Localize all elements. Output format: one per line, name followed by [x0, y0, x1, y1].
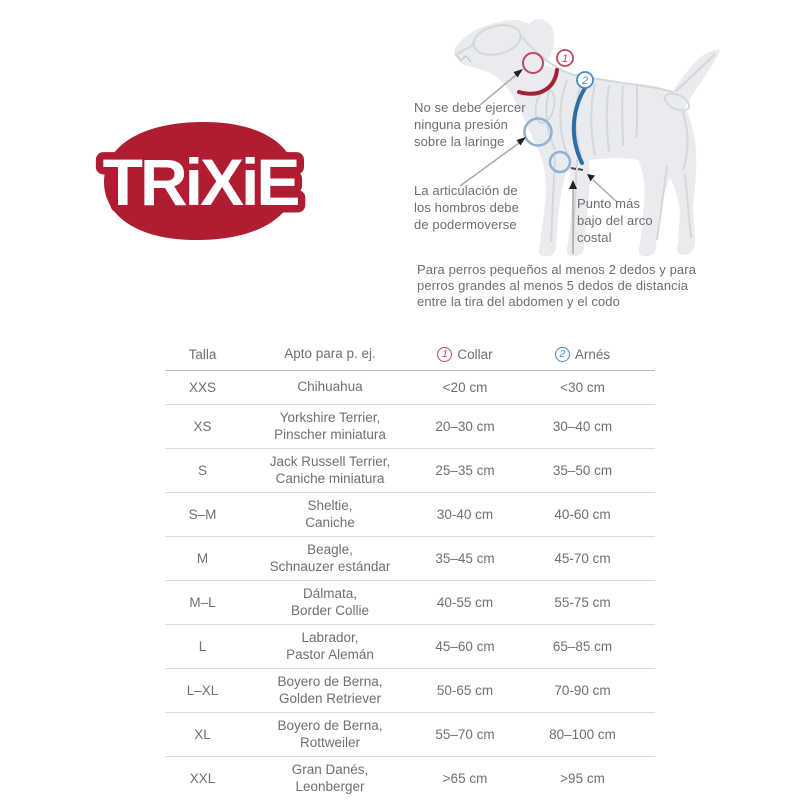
- size-cell: XS: [193, 419, 212, 434]
- size-cell: S: [197, 463, 207, 478]
- trixie-logo: TRiXiE: [95, 121, 309, 241]
- size-cell: XL: [194, 727, 211, 742]
- size-cell: M–L: [189, 595, 216, 610]
- harness-cell: >95 cm: [560, 771, 605, 786]
- harness-cell: <30 cm: [560, 380, 605, 395]
- harness-cell: 55-75 cm: [554, 595, 611, 610]
- breeds-cell: Gran Danés, Leonberger: [291, 762, 369, 794]
- size-cell: L: [198, 639, 207, 654]
- fit-note: Para perros pequeños al menos 2 dedos y …: [417, 262, 697, 309]
- annotation-ribcage: Punto más bajo del arco costal: [577, 196, 653, 245]
- breeds-cell: Boyero de Berna, Rottweiler: [277, 718, 383, 750]
- belly-strap-mark: [570, 167, 584, 171]
- harness-cell: 65–85 cm: [552, 639, 613, 654]
- collar-cell: 30-40 cm: [436, 507, 494, 522]
- breeds-cell: Labrador, Pastor Alemán: [286, 630, 374, 662]
- collar-cell: 45–60 cm: [435, 639, 495, 654]
- collar-marker: 1: [556, 49, 574, 67]
- harness-marker: 2: [576, 71, 594, 89]
- breeds-cell: Dálmata, Border Collie: [290, 586, 370, 618]
- table-row: S–M Sheltie, Caniche 30-40 cm 40-60 cm: [165, 493, 655, 537]
- collar-cell: 50-65 cm: [436, 683, 494, 698]
- logo-blob: [104, 121, 296, 241]
- table-row: L–XL Boyero de Berna, Golden Retriever 5…: [165, 669, 655, 713]
- collar-cell: 40-55 cm: [436, 595, 494, 610]
- svg-text:2: 2: [581, 75, 588, 87]
- table-row: XXL Gran Danés, Leonberger >65 cm >95 cm: [165, 757, 655, 800]
- size-cell: XXL: [189, 771, 216, 786]
- size-cell: XXS: [188, 380, 216, 395]
- collar-line: [517, 68, 559, 96]
- header-size: Talla: [188, 346, 217, 362]
- collar-cell: 20–30 cm: [435, 419, 495, 434]
- harness-cell: 70-90 cm: [554, 683, 611, 698]
- annotation-larynx: No se debe ejercer ninguna presión sobre…: [414, 100, 526, 149]
- harness-cell: 35–50 cm: [552, 463, 613, 478]
- table-row: XL Boyero de Berna, Rottweiler 55–70 cm …: [165, 713, 655, 757]
- elbow-circle: [548, 150, 572, 174]
- harness-cell: 30–40 cm: [552, 419, 613, 434]
- breeds-cell: Sheltie, Caniche: [305, 498, 355, 530]
- table-row: XS Yorkshire Terrier, Pinscher miniatura…: [165, 405, 655, 449]
- breeds-cell: Beagle, Schnauzer estándar: [269, 542, 391, 574]
- annotation-shoulder: La articulación de los hombros debe de p…: [414, 183, 519, 232]
- dog-anatomy-illustration: 1 2: [454, 19, 720, 257]
- table-header: Talla Apto para p. ej. 1 Collar 2 Arnés: [165, 338, 655, 371]
- size-cell: M: [196, 551, 209, 566]
- header-collar-label: Collar: [457, 346, 493, 362]
- harness-cell: 45-70 cm: [554, 551, 611, 566]
- harness-number-icon: 2: [554, 346, 570, 362]
- collar-cell: <20 cm: [442, 380, 488, 395]
- header-collar: 1 Collar: [420, 346, 510, 362]
- dog-skeleton: [456, 24, 716, 245]
- harness-cell: 80–100 cm: [549, 727, 616, 742]
- breeds-cell: Jack Russell Terrier, Caniche miniatura: [269, 454, 391, 486]
- table-row: S Jack Russell Terrier, Caniche miniatur…: [165, 449, 655, 493]
- table-row: XXS Chihuahua <20 cm <30 cm: [165, 371, 655, 405]
- collar-cell: >65 cm: [442, 771, 488, 786]
- collar-cell: 25–35 cm: [435, 463, 495, 478]
- table-row: L Labrador, Pastor Alemán 45–60 cm 65–85…: [165, 625, 655, 669]
- size-cell: S–M: [188, 507, 217, 522]
- harness-line: [571, 86, 587, 165]
- table-row: M–L Dálmata, Border Collie 40-55 cm 55-7…: [165, 581, 655, 625]
- breeds-cell: Boyero de Berna, Golden Retriever: [277, 674, 383, 706]
- header-breeds: Apto para p. ej.: [284, 345, 376, 361]
- logo-text: TRiXiE: [103, 145, 299, 219]
- size-cell: L–XL: [186, 683, 219, 698]
- collar-cell: 55–70 cm: [435, 727, 495, 742]
- collar-cell: 35–45 cm: [435, 551, 495, 566]
- dog-silhouette: [454, 19, 720, 257]
- breeds-cell: Yorkshire Terrier, Pinscher miniatura: [274, 410, 386, 442]
- harness-cell: 40-60 cm: [554, 507, 611, 522]
- header-harness-label: Arnés: [574, 346, 611, 362]
- table-row: M Beagle, Schnauzer estándar 35–45 cm 45…: [165, 537, 655, 581]
- annotation-arrows: [459, 69, 618, 254]
- size-table: Talla Apto para p. ej. 1 Collar 2 Arnés …: [165, 338, 655, 800]
- larynx-circle: [522, 52, 544, 74]
- svg-text:1: 1: [562, 53, 568, 65]
- breeds-cell: Chihuahua: [297, 379, 363, 395]
- collar-number-icon: 1: [437, 346, 453, 362]
- header-harness: 2 Arnés: [510, 346, 655, 362]
- shoulder-circle: [523, 117, 553, 147]
